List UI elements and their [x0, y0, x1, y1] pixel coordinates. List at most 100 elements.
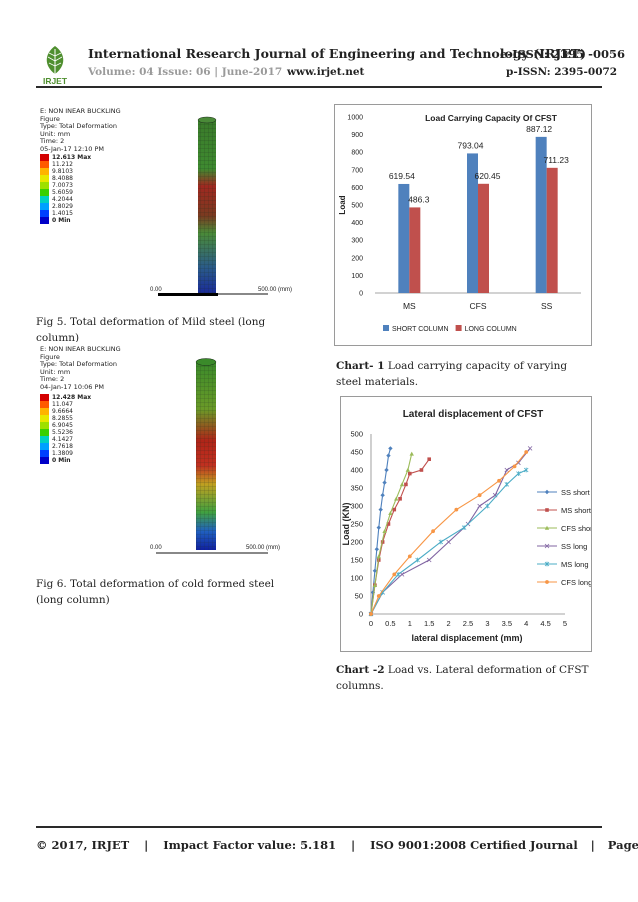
chart2-caption-label: Chart -2 [336, 664, 385, 676]
chart2-caption: Chart -2 Load vs. Lateral deformation of… [336, 662, 616, 694]
chart1-bar [546, 167, 558, 293]
chart2-point [404, 482, 408, 487]
chart1-legend-label: LONG COLUMN [465, 326, 517, 333]
chart2-xtick-label: 1 [408, 619, 412, 628]
chart2-ytick-label: 0 [359, 610, 363, 619]
fig6-image: E: NON INEAR BUCKLING Figure Type: Total… [36, 342, 294, 560]
chart2-ytick-label: 200 [350, 538, 363, 547]
footer-impact-factor: Impact Factor value: 5.181 [163, 838, 337, 852]
chart2-point [504, 482, 510, 487]
chart1-data-label: 711.23 [543, 155, 569, 165]
chart2-legend-label: MS long [561, 560, 589, 569]
fig6-legend-row: 1.3809 [40, 450, 91, 457]
chart1-ytick-label: 800 [351, 150, 363, 157]
fig6-scale-left: 0.00 [150, 545, 162, 551]
chart1-svg: Load Carrying Capacity Of CFST 0 100 200 300… [338, 113, 581, 333]
chart2-point [369, 612, 373, 616]
chart1-ytick-label: 300 [351, 238, 363, 245]
chart2-point [376, 594, 381, 598]
chart2-caption-text: Load vs. Lateral deformation of CFST col… [336, 664, 589, 692]
fig5-legend-max: 12.613 Max [40, 154, 91, 161]
fig5-scale-right: 500.00 (mm) [258, 287, 292, 293]
chart2-xtick-label: 4 [524, 619, 528, 628]
chart2-xtick-label: 3.5 [502, 619, 512, 628]
chart1-caption-label: Chart- 1 [336, 360, 385, 372]
chart1-category-label: CFS [470, 301, 487, 311]
chart2-point [415, 557, 420, 563]
fig5-legend-row: 8.4088 [40, 175, 91, 182]
chart2-point [523, 467, 529, 473]
chart2-point [477, 493, 482, 498]
chart1-data-label: 793.04 [458, 140, 484, 150]
chart1-caption-text: Load carrying capacity of varying steel … [336, 360, 568, 388]
fig5-legend-row: 4.2044 [40, 196, 91, 203]
chart2-point [485, 503, 490, 509]
fig5-scale-left: 0.00 [150, 287, 162, 293]
website-link[interactable]: www.irjet.net [287, 66, 365, 78]
fig6-legend-row: 2.7618 [40, 443, 91, 450]
chart1-ytick-label: 100 [351, 273, 363, 280]
chart2-xtick-label: 0.5 [385, 619, 395, 628]
chart1-legend-swatch [455, 325, 462, 331]
chart2-point [516, 471, 521, 476]
chart2-point [395, 572, 401, 577]
chart1-ytick-label: 900 [351, 132, 363, 139]
chart2-xtick-label: 5 [563, 619, 567, 628]
chart2-point [384, 467, 389, 473]
chart1-ytick-label: 200 [351, 255, 363, 262]
chart1-ytick-label: 600 [351, 185, 363, 192]
chart2-point [382, 529, 387, 533]
chart2-point [392, 572, 397, 577]
fig5-legend-row: 11.212 [40, 161, 91, 168]
chart2-ytick-label: 400 [350, 466, 363, 475]
chart2-point [407, 554, 412, 559]
chart2-point [477, 503, 482, 509]
fig6-legend-row: 6.9045 [40, 422, 91, 429]
irjet-logo: IRJET [36, 44, 74, 86]
fig6-legend-row: 9.6664 [40, 408, 91, 415]
fig6-legend-row: 11.047 [40, 401, 91, 408]
pissn: p-ISSN: 2395-0072 [506, 66, 618, 78]
chart2-xtick-label: 3 [485, 619, 489, 628]
chart2-point [374, 547, 380, 552]
chart2-point [408, 471, 412, 476]
chart2-point [376, 554, 381, 559]
chart2-point [431, 529, 435, 534]
chart2-legend-label: CFS long [561, 578, 591, 587]
chart2-point [446, 539, 451, 545]
volume-issue: Volume: 04 Issue: 06 | June-2017 [88, 66, 283, 78]
header-divider [36, 86, 602, 88]
fig6-legend-row: 4.1427 [40, 436, 91, 443]
chart1-ytick-label: 400 [351, 220, 363, 227]
chart1-title: Load Carrying Capacity Of CFST [425, 113, 558, 123]
footer-separator: | [590, 838, 595, 852]
fig5-image: E: NON INEAR BUCKLING Figure Type: Total… [36, 104, 294, 304]
chart2-point [386, 453, 391, 458]
fig5-legend-row: 5.6059 [40, 189, 91, 196]
fig6-scale-right: 500.00 (mm) [246, 545, 280, 551]
chart2-xtick-label: 1.5 [424, 619, 434, 628]
chart2-point [382, 480, 387, 485]
chart2-point [398, 497, 402, 501]
chart1-data-label: 620.45 [475, 171, 501, 181]
logo-leaf-icon: IRJET [43, 46, 68, 86]
footer-divider [36, 826, 602, 828]
chart1-caption: Chart- 1 Load carrying capacity of varyi… [336, 358, 592, 390]
chart2-point [545, 580, 549, 584]
fig5-legend-row: 2.8029 [40, 203, 91, 210]
chart2-point [376, 525, 381, 530]
eissn: e-ISSN: 2395 -0056 [500, 47, 625, 61]
chart2-xtick-label: 0 [369, 619, 373, 628]
fig6-legend-min: 0 Min [40, 457, 91, 464]
chart1-frame: Load Carrying Capacity Of CFST 0 100 200 300… [334, 104, 592, 346]
footer-page-number: Page 212 [607, 838, 638, 852]
chart2-series-line [370, 458, 430, 615]
footer-separator: | [351, 838, 356, 852]
chart2-point [388, 446, 393, 451]
chart2-point [524, 450, 529, 454]
chart2-point [394, 496, 399, 501]
chart2-series-line [370, 469, 527, 615]
chart1-data-label: 619.54 [389, 171, 415, 181]
chart2-point [386, 522, 391, 526]
chart2-point [454, 507, 459, 512]
